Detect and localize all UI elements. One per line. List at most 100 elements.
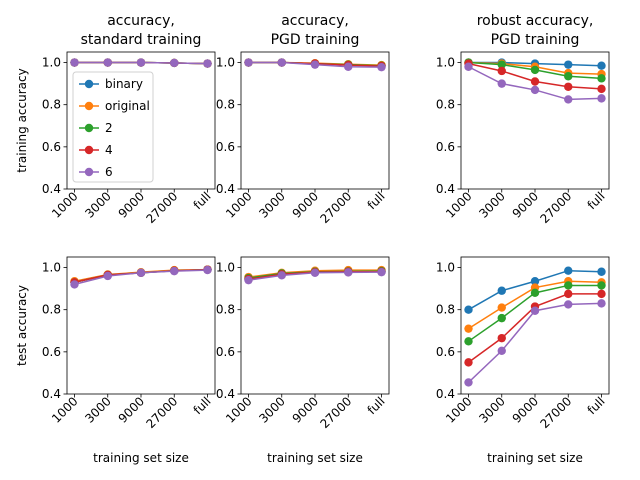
x-tick-label: 27000 [143,189,180,226]
data-point-4 [530,77,540,86]
y-tick-label: 0.8 [216,303,235,317]
legend-marker-original [84,101,94,111]
data-point-6 [136,58,146,67]
data-point-6 [310,268,320,278]
data-point-4 [597,84,606,94]
y-tick-label: 0.4 [436,182,455,196]
legend-label-original: original [105,99,150,113]
legend-label-6: 6 [105,165,113,179]
y-axis-label: test accuracy [15,285,29,366]
data-point-2 [464,337,473,346]
data-point-6 [170,58,179,68]
data-point-6 [464,378,473,387]
x-tick-label: full [365,394,388,417]
data-point-2 [564,72,573,81]
x-axis-label: training set size [487,451,583,465]
data-point-6 [70,58,79,67]
y-tick-label: 1.0 [42,56,61,70]
y-tick-label: 1.0 [216,56,235,70]
data-point-4 [497,333,506,343]
y-tick-label: 0.4 [42,387,61,401]
panel-title-line1: accuracy, [107,13,175,29]
data-point-4 [564,289,573,299]
data-point-6 [530,85,540,95]
x-tick-label: 3000 [476,394,507,425]
data-point-2 [530,65,540,75]
data-point-binary [597,61,606,70]
x-tick-label: full [365,189,388,212]
x-tick-label: 3000 [256,189,287,220]
data-point-2 [564,281,573,290]
legend-label-2: 2 [105,121,113,135]
data-point-6 [203,265,212,275]
axes-frame [240,51,390,190]
data-point-binary [464,305,473,314]
y-tick-label: 0.6 [216,140,235,154]
data-point-2 [497,60,506,69]
data-point-6 [377,62,386,72]
y-tick-label: 0.4 [216,387,235,401]
legend: binary original 2 4 6 [72,71,154,183]
data-point-6 [277,271,286,280]
data-point-2 [597,74,606,83]
y-tick-label: 1.0 [42,261,61,275]
y-axis-label: training accuracy [15,68,29,172]
data-point-4 [564,82,573,91]
x-tick-label: 3000 [82,394,113,425]
data-point-6 [597,94,606,103]
data-point-2 [530,288,540,298]
x-tick-label: 27000 [537,189,574,226]
data-point-6 [497,79,506,88]
data-point-6 [310,60,320,69]
y-tick-label: 0.8 [42,303,61,317]
y-tick-label: 0.8 [216,98,235,112]
data-point-6 [103,271,112,281]
legend-marker-2 [84,123,94,133]
panel-title-line2: PGD training [271,32,360,48]
data-point-original [497,303,506,312]
legend-marker-6 [84,167,94,177]
data-point-6 [377,267,386,277]
y-tick-label: 1.0 [436,261,455,275]
y-tick-label: 0.6 [42,345,61,359]
x-axis-label: training set size [267,451,363,465]
x-tick-label: full [585,189,608,212]
y-tick-label: 1.0 [216,261,235,275]
data-point-4 [497,66,506,76]
x-axis-label: training set size [93,451,189,465]
data-point-2 [597,281,606,290]
panel-title-line2: standard training [81,32,202,48]
data-point-6 [170,266,179,276]
data-point-6 [464,62,473,71]
data-point-6 [564,300,573,309]
data-point-6 [103,58,112,67]
y-tick-label: 0.6 [436,345,455,359]
data-point-6 [244,275,253,285]
y-tick-label: 0.6 [436,140,455,154]
data-point-4 [464,358,473,367]
data-point-6 [530,306,540,315]
y-tick-label: 0.8 [42,98,61,112]
data-point-6 [564,95,573,104]
panel-title-line1: accuracy, [281,13,349,29]
y-tick-label: 0.6 [216,345,235,359]
legend-marker-4 [84,145,94,155]
y-tick-label: 0.8 [436,303,455,317]
y-tick-label: 0.4 [216,182,235,196]
data-point-binary [530,277,540,286]
y-tick-label: 0.4 [42,182,61,196]
data-point-6 [597,299,606,308]
y-tick-label: 0.4 [436,387,455,401]
legend-label-binary: binary [105,77,143,91]
x-tick-label: full [191,394,214,417]
panel-title-line2: PGD training [491,32,580,48]
data-point-6 [203,59,212,68]
x-tick-label: 3000 [256,394,287,425]
legend-label-4: 4 [105,143,113,157]
x-tick-label: full [191,189,214,212]
panel-title-line1: robust accuracy, [477,13,594,29]
